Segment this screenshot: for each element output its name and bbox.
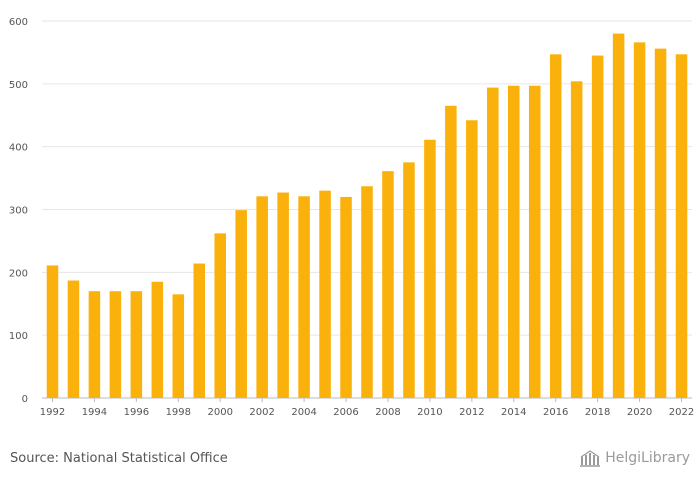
helgilibrary-logo: HelgiLibrary xyxy=(579,449,690,467)
x-tick-label: 1996 xyxy=(124,407,149,418)
x-tick-label: 1998 xyxy=(166,407,191,418)
x-axis-ticks: 1992 1994 1996 1998 2000 2002 2004 2006 2008 2010… xyxy=(40,398,694,418)
bar-2018 xyxy=(591,55,604,398)
x-tick-label: 2014 xyxy=(501,407,526,418)
bar-1998 xyxy=(172,294,185,398)
bar-1999 xyxy=(193,263,206,398)
y-tick-label: 400 xyxy=(9,143,28,154)
x-tick-label: 1994 xyxy=(82,407,107,418)
bar-2017 xyxy=(570,81,583,398)
x-tick-label: 1992 xyxy=(40,407,65,418)
bar-2001 xyxy=(235,210,247,398)
bar-1992 xyxy=(46,265,59,398)
bar-2019 xyxy=(612,33,625,399)
bar-2013 xyxy=(487,87,499,398)
x-tick-label: 2018 xyxy=(585,407,610,418)
x-tick-label: 2012 xyxy=(459,407,484,418)
bar-2003 xyxy=(277,192,289,398)
bar-2004 xyxy=(298,196,310,398)
bar-2021 xyxy=(654,48,667,398)
x-tick-label: 2022 xyxy=(669,407,694,418)
x-tick-label: 2008 xyxy=(375,407,400,418)
bar-1997 xyxy=(151,281,164,398)
y-tick-label: 600 xyxy=(9,17,28,28)
bar-1995 xyxy=(109,291,122,398)
bar-2002 xyxy=(256,196,268,398)
bar-2007 xyxy=(361,186,373,398)
bar-2010 xyxy=(424,139,436,398)
y-tick-label: 100 xyxy=(9,331,28,342)
x-tick-label: 2016 xyxy=(543,407,568,418)
y-tick-label: 500 xyxy=(9,80,28,91)
source-note: Source: National Statistical Office xyxy=(10,451,228,466)
x-tick-label: 2002 xyxy=(249,407,274,418)
y-tick-label: 300 xyxy=(9,206,28,217)
bar-2011 xyxy=(445,105,457,398)
x-tick-label: 2000 xyxy=(207,407,232,418)
y-tick-label: 200 xyxy=(9,268,28,279)
bar-chart: 0 100 200 300 400 500 600 1992 1994 1996 1998 2000… xyxy=(9,17,694,418)
bar-2016 xyxy=(549,54,562,398)
bar-2020 xyxy=(633,42,646,398)
bar-1996 xyxy=(130,291,143,398)
x-tick-label: 2020 xyxy=(627,407,652,418)
bar-1993 xyxy=(67,280,80,398)
bars xyxy=(46,33,688,399)
bar-2022 xyxy=(675,54,688,398)
y-axis-ticks: 0 100 200 300 400 500 600 xyxy=(9,17,28,405)
bar-2015 xyxy=(528,85,541,399)
bar-2009 xyxy=(403,162,415,398)
bar-1994 xyxy=(88,291,101,398)
bar-2012 xyxy=(466,120,478,398)
x-tick-label: 2010 xyxy=(417,407,442,418)
x-tick-label: 2006 xyxy=(333,407,358,418)
bar-2008 xyxy=(382,171,394,398)
x-tick-label: 2004 xyxy=(291,407,316,418)
bar-2014 xyxy=(508,85,520,399)
library-building-icon xyxy=(580,450,601,467)
logo-text: HelgiLibrary xyxy=(605,450,690,466)
bar-2005 xyxy=(319,190,331,398)
y-tick-label: 0 xyxy=(22,394,28,405)
bar-2000 xyxy=(214,233,226,398)
bar-2006 xyxy=(340,196,352,398)
